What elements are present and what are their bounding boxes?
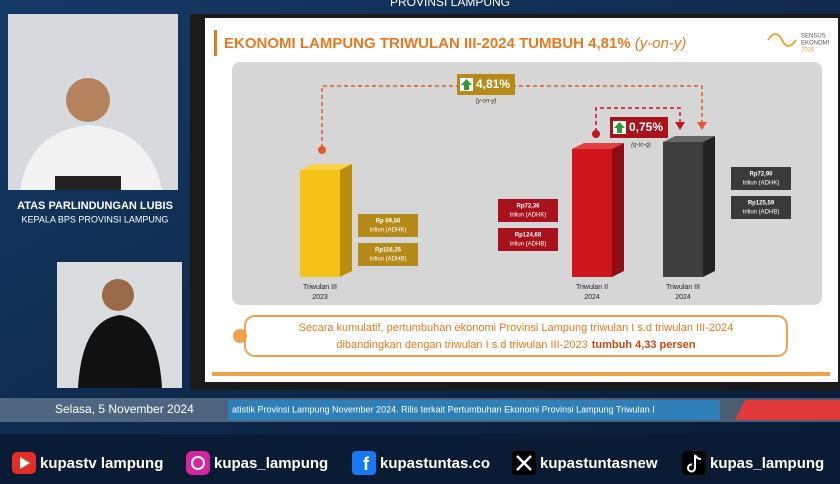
value-box — [731, 167, 791, 190]
value-unit: triliun (ADHB) — [743, 210, 780, 216]
bar-top — [300, 164, 352, 170]
interpreter-figure — [78, 315, 162, 388]
laptop — [55, 176, 121, 190]
tiktok-glyph — [687, 454, 702, 473]
bar-side — [612, 143, 624, 277]
yoy-value: 4,81% — [476, 77, 510, 91]
value-box — [358, 243, 418, 266]
summary-line: Secara kumulatif, pertumbuhan ekonomi Pr… — [299, 322, 734, 334]
value-unit: triliun (ADHK) — [743, 181, 780, 187]
bar-top — [572, 143, 624, 149]
value-amount: Rp 69,56 — [376, 219, 401, 225]
bar-label: Triwulan III — [303, 284, 337, 291]
up-arrow — [461, 79, 472, 90]
value-unit: triliun (ADHK) — [370, 228, 407, 234]
arrowhead — [675, 122, 685, 130]
connector-dot — [592, 130, 600, 138]
facebook-icon — [352, 451, 376, 475]
value-unit: triliun (ADHB) — [370, 257, 407, 263]
social-handle: kupas_lampung — [214, 455, 328, 472]
bar — [663, 142, 703, 277]
bar-top — [663, 136, 715, 142]
speaker-role: KEPALA BPS PROVINSI LAMPUNG — [22, 214, 169, 224]
bar-label: 2024 — [675, 294, 691, 301]
bar-label: Triwulan II — [576, 284, 608, 291]
title-accent — [214, 30, 217, 56]
bar-label: Triwulan III — [666, 284, 700, 291]
ticker-date: Selasa, 5 November 2024 — [55, 402, 194, 416]
slide-footer-line — [212, 372, 830, 376]
bar-side — [340, 164, 352, 277]
value-amount: Rp124,68 — [515, 233, 542, 239]
value-box — [498, 199, 558, 222]
interpreter-head — [102, 279, 134, 311]
arrowhead — [697, 122, 707, 130]
slide-title: EKONOMI LAMPUNG TRIWULAN III-2024 TUMBUH… — [224, 35, 686, 52]
value-amount: Rp125,59 — [748, 201, 775, 207]
social-handle: kupastv lampung — [40, 455, 163, 472]
bar-label: 2024 — [584, 294, 600, 301]
qtq-label: (q-to-q) — [631, 143, 651, 149]
bar — [300, 170, 340, 277]
ticker-strip — [228, 400, 720, 420]
ticker-text: atistik Provinsi Lampung November 2024. … — [232, 404, 655, 414]
summary-line: dibandingkan dengan triwulan I s.d triwu… — [336, 339, 696, 351]
logo-mark — [767, 33, 797, 47]
speaker-head — [66, 78, 110, 122]
instagram-lens — [191, 456, 205, 470]
logo-text: 2026 — [801, 48, 815, 54]
up-arrow — [614, 122, 625, 133]
youtube-play — [20, 457, 30, 469]
banner: PROVINSI LAMPUNG — [390, 0, 510, 9]
social-handle: kupastuntas.co — [380, 455, 490, 472]
value-amount: Rp72,90 — [749, 172, 773, 178]
logo-text: EKONOMI — [801, 41, 830, 47]
bar — [572, 149, 612, 277]
qtq-connector — [595, 107, 681, 132]
value-box — [358, 214, 418, 237]
logo-text: SENSUS — [801, 34, 826, 40]
bar-side — [703, 136, 715, 277]
speaker-name: ATAS PARLINDUNGAN LUBIS — [17, 200, 173, 212]
value-box — [498, 228, 558, 251]
connector-dot — [318, 146, 326, 154]
instagram-icon — [186, 451, 210, 475]
social-handle: kupastuntasnew — [540, 455, 658, 472]
value-amount: Rp116,25 — [375, 248, 402, 254]
x-glyph — [516, 455, 532, 471]
yoy-label: (y-on-y) — [476, 99, 497, 105]
value-unit: triliun (ADHK) — [510, 213, 547, 219]
value-box — [731, 196, 791, 219]
ticker-accent — [735, 400, 840, 420]
value-unit: triliun (ADHB) — [510, 242, 547, 248]
value-amount: Rp72,36 — [516, 204, 540, 210]
summary-dot — [233, 329, 247, 343]
qtq-value: 0,75% — [629, 120, 663, 134]
facebook-glyph: f — [363, 454, 370, 474]
speaker-figure — [20, 125, 162, 190]
social-handle: kupas_lampung — [710, 455, 824, 472]
bar-label: 2023 — [312, 294, 328, 301]
